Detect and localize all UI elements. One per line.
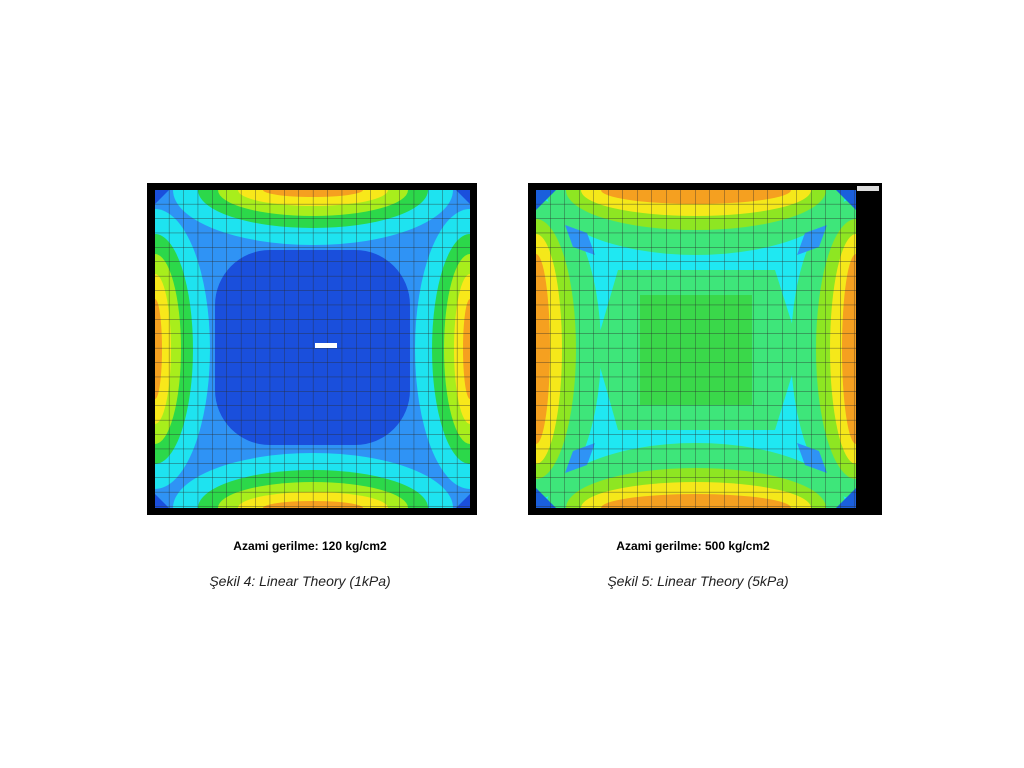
figure-caption: Şekil 5: Linear Theory (5kPa) bbox=[607, 573, 789, 589]
max-stress: Azami gerilme: 500 kg/cm2 bbox=[616, 539, 770, 553]
contour-plot-right bbox=[528, 183, 882, 515]
contour-plot-left bbox=[147, 183, 477, 515]
max-stress: Azami gerilme: 120 kg/cm2 bbox=[233, 539, 387, 553]
figure-caption: Şekil 4: Linear Theory (1kPa) bbox=[209, 573, 391, 589]
